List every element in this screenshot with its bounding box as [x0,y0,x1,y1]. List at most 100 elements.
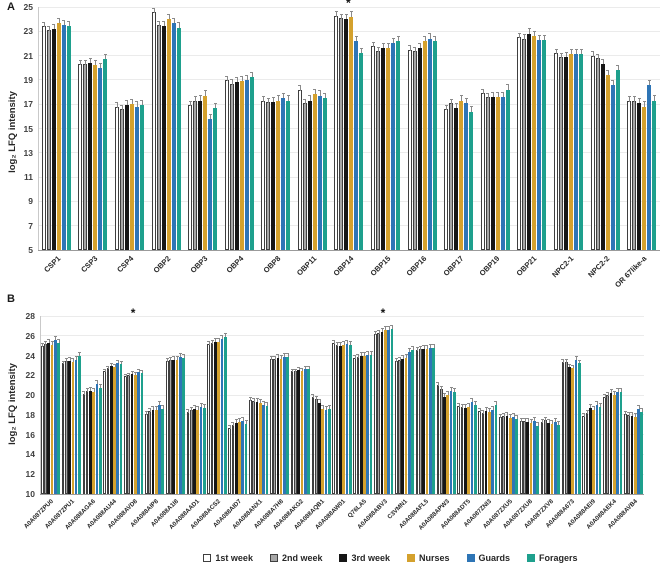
bar [564,358,568,494]
bar [348,340,352,494]
error-bar-cap [537,34,541,36]
error-bar-cap [113,363,117,365]
error-bar-cap [467,403,471,405]
bar [574,355,578,494]
panel-a-label: A [7,1,15,13]
bar [208,113,213,250]
error-bar-cap [556,421,560,423]
error-bar [141,370,143,374]
error-bar [241,76,243,82]
error-bar [215,338,217,342]
bar [262,401,266,494]
error-bar-cap [290,368,294,370]
error-bar [617,65,619,71]
bar [297,366,301,494]
error-bar-cap [527,28,531,30]
bar [532,30,537,250]
error-bar-cap [106,365,110,367]
error-bar [527,419,529,422]
error-bar-cap [491,91,495,93]
bar [344,13,349,250]
error-bar-cap [109,362,113,364]
error-bar-cap [199,403,203,405]
bar [588,404,592,494]
error-bar-cap [172,17,176,19]
error-bar-cap [498,414,502,416]
bar-group [477,316,498,494]
error-bar-cap [210,339,214,341]
error-bar-cap [119,360,123,362]
error-bar [461,96,463,101]
bar [579,49,584,250]
error-bar [156,407,158,410]
error-bar-cap [116,359,120,361]
y-tick-label: 15 [23,123,33,134]
error-bar-cap [469,106,473,108]
error-bar-cap [334,11,338,13]
error-bar [55,336,57,340]
bar [311,394,315,494]
error-bar-cap [383,326,387,328]
error-bar-cap [652,95,656,97]
bar [642,101,647,250]
error-bar-cap [564,358,568,360]
error-bar [617,389,619,393]
error-bar [444,394,446,398]
error-bar-cap [595,401,599,403]
error-bar [271,356,273,360]
error-bar [153,8,155,13]
bar [279,354,283,494]
bar [231,422,235,494]
x-tick-label: OBP21 [514,254,539,278]
bar [300,367,304,494]
error-bar-cap [609,389,613,391]
bar-group [582,316,603,494]
bar [85,388,89,494]
error-bar-cap [481,89,485,91]
error-bar-cap [373,331,377,333]
bar [502,413,506,494]
error-bar-cap [523,418,527,420]
error-bar [537,423,539,426]
bar [168,356,172,494]
x-tick-label: OBP19 [477,254,502,278]
error-bar-cap [616,388,620,390]
bar [396,35,401,250]
bar [321,405,325,494]
bar [478,408,482,494]
bar [377,330,381,494]
error-bar [367,351,369,355]
error-bar-cap [517,33,521,35]
bar [417,43,422,250]
error-bar-cap [231,422,235,424]
bar [193,96,198,250]
error-bar-cap [449,387,453,389]
bar [616,388,620,494]
error-bar [529,29,531,34]
significance-asterisk: * [130,306,136,320]
error-bar-cap [559,52,563,54]
error-bar-cap [532,30,536,32]
error-bar [43,23,45,28]
legend-label: 1st week [215,553,253,563]
bar [339,13,344,250]
error-bar [277,354,279,358]
bar [464,97,469,250]
bar [43,340,47,494]
error-bar [634,97,636,102]
error-bar [576,356,578,360]
bar [519,418,523,494]
error-bar-cap [394,357,398,359]
error-bar-cap [601,58,605,60]
bar [57,338,61,494]
bar [202,404,206,494]
error-bar-cap [61,360,65,362]
bar [517,33,522,250]
error-bar-cap [262,401,266,403]
legend-swatch [527,554,536,562]
error-bar [571,50,573,55]
error-bar-cap [473,401,477,403]
error-bar-cap [637,405,640,407]
bar [537,34,542,250]
bar-group [514,7,551,250]
